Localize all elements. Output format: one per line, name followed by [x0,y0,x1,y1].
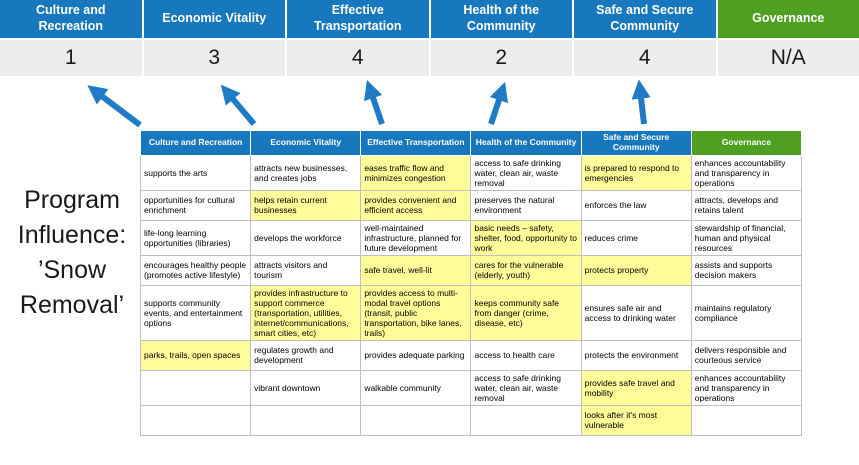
arrows-layer [87,79,651,128]
matrix-cell-r3-c5: reduces crime [580,219,692,256]
matrix-cell-r8-c1 [139,404,252,436]
matrix-cell-r6-c1: parks, trails, open spaces [139,339,252,371]
matrix-cell-r3-c3: well-maintained infrastructure, planned … [360,219,472,256]
matrix-cell-r6-c4: access to health care [470,339,582,371]
matrix-cell-r8-c6 [690,404,803,436]
matrix-cell-r8-c4 [470,404,582,436]
program-title: Program Influence: ’Snow Removal’ [17,186,127,319]
matrix-cell-r2-c3: provides convenient and efficient access [360,189,472,221]
matrix-header-safe-and-secure-community: Safe and Secure Community [580,130,692,156]
matrix-cell-r1-c1: supports the arts [139,154,252,191]
matrix-cell-r5-c4: keeps community safe from danger (crime,… [470,284,582,341]
matrix-cell-r4-c4: cares for the vulnerable (elderly, youth… [470,254,582,286]
matrix-cell-r5-c5: ensures safe air and access to drinking … [580,284,692,341]
score-safe-and-secure-community: 4 [574,40,716,76]
banner-effective-transportation: Effective Transportation [287,0,429,38]
matrix-row-7: vibrant downtown walkable community access… [139,369,803,406]
matrix-cell-r7-c1 [139,369,252,406]
matrix-cell-r8-c2 [250,404,362,436]
matrix-cell-r3-c4: basic needs – safety, shelter, food, opp… [470,219,582,256]
matrix-row-4: encourages healthy people (promotes acti… [139,254,803,286]
matrix-header-effective-transportation: Effective Transportation [360,130,472,156]
matrix-cell-r2-c2: helps retain current businesses [250,189,362,221]
banner-governance: Governance [717,0,859,38]
matrix-cell-r3-c6: stewardship of financial, human and phys… [690,219,803,256]
matrix-cell-r7-c6: enhances accountability and transparency… [690,369,803,406]
matrix-cell-r6-c6: delivers responsible and courteous servi… [690,339,803,371]
matrix-row-5: supports community events, and entertain… [139,284,803,341]
score-economic-vitality: 3 [143,40,285,76]
matrix-cell-r4-c6: assists and supports decision makers [690,254,803,286]
score-row: 1 3 4 2 4 N/A [0,40,859,76]
matrix-row-3: life-long learning opportunities (librar… [139,219,803,256]
matrix-cell-r1-c4: access to safe drinking water, clean air… [470,154,582,191]
matrix-body: supports the arts attracts new businesses… [139,154,803,436]
matrix-cell-r4-c2: attracts visitors and tourism [250,254,362,286]
matrix-header-governance: Governance [690,130,803,156]
influence-arrow-1 [87,85,142,128]
matrix-header-row: Culture and Recreation Economic Vitality E… [139,130,803,156]
matrix-cell-r4-c3: safe travel, well-lit [360,254,472,286]
matrix-cell-r8-c3 [360,404,472,436]
matrix-row-6: parks, trails, open spaces regulates grow… [139,339,803,371]
score-health-of-the-community: 2 [430,40,572,76]
matrix-cell-r5-c2: provides infrastructure to support comme… [250,284,362,341]
summary-banner: Culture and Recreation Economic Vitality E… [0,0,859,38]
matrix-row-2: opportunities for cultural enrichment hel… [139,189,803,221]
matrix-cell-r4-c5: protects property [580,254,692,286]
score-governance: N/A [717,40,859,76]
matrix-cell-r3-c2: develops the workforce [250,219,362,256]
influence-matrix: Culture and Recreation Economic Vitality E… [139,130,803,436]
matrix-cell-r5-c1: supports community events, and entertain… [139,284,252,341]
matrix-cell-r4-c1: encourages healthy people (promotes acti… [139,254,252,286]
matrix-cell-r1-c2: attracts new businesses, and creates job… [250,154,362,191]
matrix-cell-r8-c5: looks after it's most vulnerable [580,404,692,436]
banner-economic-vitality: Economic Vitality [143,0,285,38]
banner-culture-and-recreation: Culture and Recreation [0,0,142,38]
matrix-cell-r2-c6: attracts, develops and retains talent [690,189,803,221]
matrix-cell-r5-c3: provides access to multi-modal travel op… [360,284,472,341]
matrix-cell-r1-c5: is prepared to respond to emergencies [580,154,692,191]
matrix-cell-r2-c5: enforces the law [580,189,692,221]
matrix-cell-r6-c2: regulates growth and development [250,339,362,371]
influence-arrow-5 [631,79,651,125]
influence-arrow-3 [364,79,385,125]
matrix-cell-r5-c6: maintains regulatory compliance [690,284,803,341]
matrix-row-1: supports the arts attracts new businesses… [139,154,803,191]
matrix-cell-r6-c3: provides adequate parking [360,339,472,371]
matrix-header-economic-vitality: Economic Vitality [250,130,362,156]
matrix-cell-r6-c5: protects the environment [580,339,692,371]
matrix-cell-r2-c4: preserves the natural environment [470,189,582,221]
matrix-cell-r7-c2: vibrant downtown [250,369,362,406]
matrix-row-8: looks after it's most vulnerable [139,404,803,436]
influence-arrow-2 [220,84,257,126]
matrix-cell-r7-c3: walkable community [360,369,472,406]
score-effective-transportation: 4 [287,40,429,76]
influence-arrow-4 [488,81,509,125]
matrix-cell-r2-c1: opportunities for cultural enrichment [139,189,252,221]
matrix-cell-r1-c3: eases traffic flow and minimizes congest… [360,154,472,191]
matrix-cell-r7-c4: access to safe drinking water, clean air… [470,369,582,406]
score-culture-and-recreation: 1 [0,40,142,76]
matrix-cell-r3-c1: life-long learning opportunities (librar… [139,219,252,256]
matrix-header-health-of-the-community: Health of the Community [470,130,582,156]
banner-health-of-the-community: Health of the Community [430,0,572,38]
matrix-cell-r1-c6: enhances accountability and transparency… [690,154,803,191]
matrix-header-culture-and-recreation: Culture and Recreation [139,130,252,156]
matrix-head: Culture and Recreation Economic Vitality E… [139,130,803,156]
banner-safe-and-secure-community: Safe and Secure Community [574,0,716,38]
matrix-cell-r7-c5: provides safe travel and mobility [580,369,692,406]
